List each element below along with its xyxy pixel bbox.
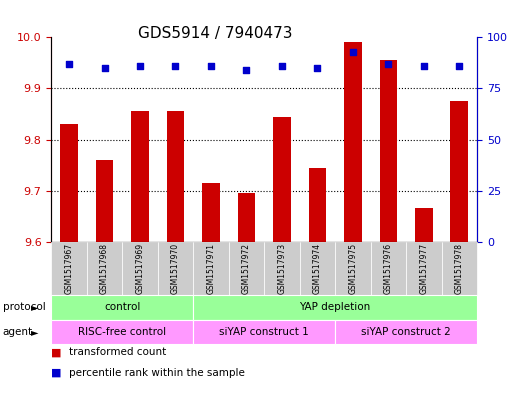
Text: agent: agent [3, 327, 33, 337]
Text: YAP depletion: YAP depletion [300, 302, 371, 312]
Text: GSM1517978: GSM1517978 [455, 243, 464, 294]
Text: GSM1517970: GSM1517970 [171, 242, 180, 294]
Text: transformed count: transformed count [69, 347, 167, 357]
Text: ■: ■ [51, 347, 62, 357]
Point [207, 63, 215, 69]
Bar [273, 116, 291, 242]
Text: GSM1517967: GSM1517967 [65, 242, 73, 294]
Text: GSM1517974: GSM1517974 [313, 242, 322, 294]
Text: GSM1517969: GSM1517969 [135, 242, 145, 294]
Bar [344, 42, 362, 242]
Point [242, 67, 250, 73]
Text: GDS5914 / 7940473: GDS5914 / 7940473 [138, 26, 293, 40]
Point [313, 65, 322, 71]
Text: ►: ► [31, 327, 38, 337]
Point [136, 63, 144, 69]
Text: siYAP construct 2: siYAP construct 2 [361, 327, 451, 337]
Text: GSM1517973: GSM1517973 [278, 242, 286, 294]
Bar [415, 208, 433, 242]
Text: GSM1517972: GSM1517972 [242, 243, 251, 294]
Point [101, 65, 109, 71]
Point [455, 63, 463, 69]
Bar [60, 124, 78, 242]
Text: ■: ■ [51, 368, 62, 378]
Point [384, 61, 392, 67]
Bar [131, 111, 149, 242]
Text: percentile rank within the sample: percentile rank within the sample [69, 368, 245, 378]
Text: GSM1517968: GSM1517968 [100, 243, 109, 294]
Point [278, 63, 286, 69]
Point [349, 48, 357, 55]
Text: RISC-free control: RISC-free control [78, 327, 166, 337]
Bar [450, 101, 468, 242]
Text: GSM1517976: GSM1517976 [384, 242, 393, 294]
Text: GSM1517971: GSM1517971 [206, 243, 215, 294]
Bar [238, 193, 255, 242]
Text: GSM1517975: GSM1517975 [348, 242, 358, 294]
Bar [95, 160, 113, 242]
Point [420, 63, 428, 69]
Text: siYAP construct 1: siYAP construct 1 [220, 327, 309, 337]
Text: ►: ► [31, 302, 38, 312]
Text: GSM1517977: GSM1517977 [419, 242, 428, 294]
Bar [308, 167, 326, 242]
Point [65, 61, 73, 67]
Point [171, 63, 180, 69]
Text: control: control [104, 302, 141, 312]
Bar [202, 183, 220, 242]
Text: protocol: protocol [3, 302, 45, 312]
Bar [167, 111, 184, 242]
Bar [380, 60, 397, 242]
